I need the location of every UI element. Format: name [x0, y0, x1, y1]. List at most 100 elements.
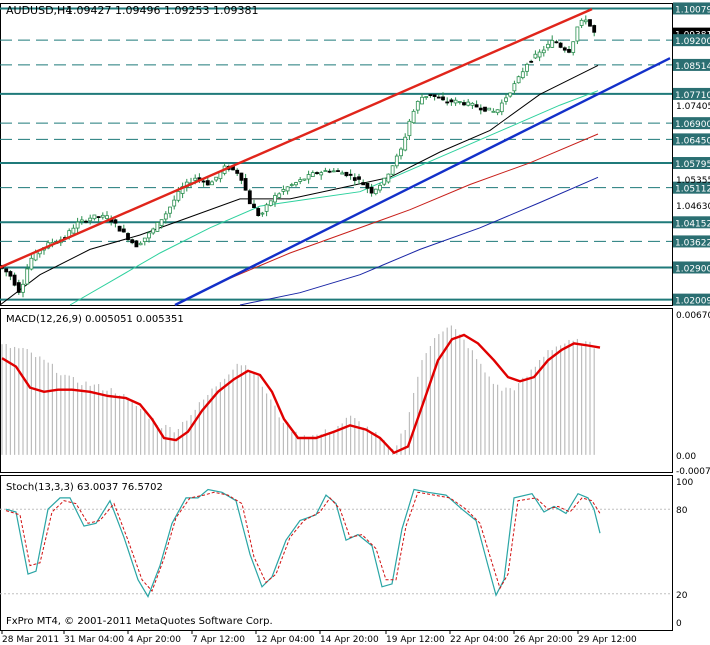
price-level-label: 1.02009 — [675, 297, 710, 307]
time-axis-tick-label: 22 Apr 04:00 — [450, 635, 509, 645]
candle-body — [470, 102, 475, 106]
candle-body — [365, 182, 370, 189]
candle-body — [441, 96, 445, 101]
candle-body — [369, 186, 374, 194]
price-level-label: 1.09200 — [675, 37, 710, 47]
candle-body — [420, 96, 424, 105]
moving-average-line-1 — [0, 64, 599, 306]
stochastic-main-line — [5, 488, 601, 598]
candle-body — [25, 268, 30, 285]
candle-body — [567, 49, 571, 53]
candle-body — [159, 219, 164, 226]
stochastic-pane[interactable]: 100 80 20 0 — [0, 475, 693, 631]
ohlc-readout: 1.09427 1.09496 1.09253 1.09381 — [66, 4, 258, 17]
candle-body — [126, 233, 130, 241]
candle-body — [357, 176, 361, 180]
candle-body — [373, 188, 378, 195]
candle-body — [436, 96, 441, 99]
candle-body — [16, 282, 21, 293]
copyright-text: FxPro MT4, © 2001-2011 MetaQuotes Softwa… — [6, 616, 273, 627]
candle-body — [516, 76, 521, 84]
candle-body — [100, 214, 105, 218]
candle-body — [147, 232, 151, 239]
candle-body — [235, 169, 240, 174]
candle-body — [155, 222, 160, 232]
candle-body — [529, 60, 534, 63]
candle-body — [264, 204, 269, 212]
macd-pane[interactable]: 0.00670 0.00 -0.00072 — [0, 308, 710, 478]
candle-body — [512, 83, 517, 92]
candle-body — [247, 190, 252, 205]
candle-body — [205, 180, 210, 186]
stochastic-signal-line — [5, 491, 601, 592]
candle-body — [491, 110, 496, 113]
candle-body — [302, 178, 307, 181]
candle-body — [84, 220, 88, 223]
candle-body — [319, 172, 324, 176]
price-level-box — [673, 181, 710, 194]
candle-body — [453, 99, 458, 104]
candle-body — [243, 178, 248, 191]
price-level-box — [673, 261, 710, 274]
candle-body — [554, 41, 559, 44]
stochastic-axis-tick-label: 20 — [676, 591, 688, 601]
price-level-label: 1.05795 — [675, 160, 710, 170]
candle-body — [508, 92, 513, 97]
candle-body — [546, 43, 550, 49]
candle-body — [96, 216, 101, 218]
price-level-box — [673, 117, 710, 130]
candle-body — [378, 184, 382, 191]
stochastic-axis-tick-label: 80 — [676, 506, 688, 516]
moving-average-line-4 — [239, 176, 599, 306]
price-level-label: 1.10079 — [675, 5, 710, 15]
candle-body — [306, 174, 311, 180]
current-price-box — [673, 27, 710, 40]
stochastic-pane-frame — [0, 475, 673, 631]
candle-body — [273, 195, 277, 203]
price-level-label: 1.05112 — [675, 185, 710, 195]
candle-body — [298, 179, 303, 182]
time-axis-tick-label: 31 Mar 04:00 — [64, 635, 124, 645]
candle-body — [252, 203, 256, 209]
macd-title: MACD(12,26,9) 0.005051 0.005351 — [6, 314, 184, 325]
candle-body — [294, 182, 298, 186]
candle-body — [71, 227, 76, 234]
price-level-box — [673, 293, 710, 306]
candle-body — [4, 268, 9, 273]
time-axis: 28 Mar 2011 31 Mar 04:00 4 Apr 20:00 7 Apr … — [1, 630, 637, 645]
price-level-box — [673, 216, 710, 229]
price-level-label: 1.03622 — [675, 238, 710, 248]
candle-body — [142, 237, 147, 242]
price-level-box — [673, 58, 710, 71]
candle-body — [525, 63, 529, 72]
time-axis-tick-label: 19 Apr 12:00 — [386, 635, 445, 645]
candle-body — [163, 213, 168, 220]
price-axis-tick-label: 1.05355 — [676, 176, 710, 186]
time-axis-tick-label: 28 Mar 2011 — [2, 635, 59, 645]
candle-body — [105, 215, 109, 219]
trendline-upper[interactable] — [0, 8, 593, 269]
time-axis-tick-label: 29 Apr 12:00 — [578, 635, 637, 645]
candle-body — [432, 94, 437, 97]
candle-body — [138, 242, 143, 246]
candle-body — [407, 120, 412, 137]
candle-body — [344, 171, 349, 177]
candle-body — [92, 214, 97, 220]
macd-axis-tick-label: 0.00670 — [676, 311, 710, 321]
price-level-box — [673, 235, 710, 248]
price-level-box — [673, 157, 710, 170]
trendline-lower[interactable] — [174, 57, 671, 307]
candle-body — [361, 182, 366, 186]
time-axis-tick-label: 4 Apr 20:00 — [128, 635, 181, 645]
candle-body — [336, 170, 340, 172]
stochastic-title: Stoch(13,3,3) 63.0037 76.5702 — [6, 482, 163, 493]
price-level-label: 1.08514 — [675, 62, 710, 72]
candle-body — [428, 94, 433, 97]
price-pane[interactable]: 1.100791.093811.092001.085141.077101.069… — [0, 2, 710, 307]
candle-body — [495, 109, 500, 114]
price-level-label: 1.02900 — [675, 264, 710, 274]
candle-body — [588, 19, 592, 27]
candle-body — [331, 170, 336, 173]
